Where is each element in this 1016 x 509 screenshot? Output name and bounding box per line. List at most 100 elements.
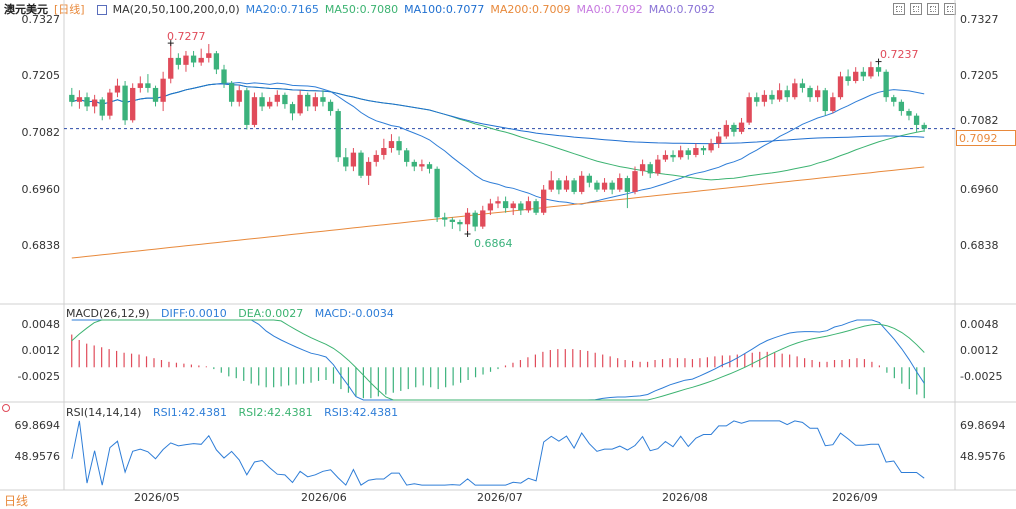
candle-body (510, 203, 516, 209)
rsi-label[interactable]: RSI(14,14,14) (66, 406, 142, 419)
candle-body (906, 111, 912, 116)
candle-body (845, 76, 851, 82)
candle-body (495, 201, 501, 204)
date-label-5: 2026/09 (832, 491, 878, 504)
candle-body (609, 182, 615, 190)
candle-body (350, 152, 357, 167)
ma50-line (71, 83, 925, 181)
ma0-value-a: MA0:0.7092 (576, 3, 643, 16)
candle-body (464, 212, 471, 225)
candle-body (647, 164, 653, 174)
ma0-value-b: MA0:0.7092 (648, 3, 715, 16)
candle-body (472, 212, 478, 227)
candle-body (784, 90, 790, 98)
macd-axis-left-2: 0.0012 (21, 344, 61, 357)
candle-body (799, 83, 806, 88)
candle-body (693, 148, 699, 155)
chart-header: 澳元美元 [日线] MA(20,50,100,200,0,0) MA20:0.7… (4, 2, 721, 18)
candle-body (548, 180, 554, 190)
candle-body (297, 94, 303, 114)
candle-body (480, 210, 486, 227)
candle-body (175, 57, 182, 65)
candle-body (411, 161, 417, 167)
ma20-line (71, 81, 925, 205)
price-axis-left-5: 0.6838 (21, 239, 61, 252)
candle-body (91, 99, 98, 107)
macd-diff-line (71, 319, 925, 401)
candle-body (769, 94, 775, 100)
candle-body (449, 219, 455, 222)
candle-body (168, 57, 174, 79)
rsi-header: RSI(14,14,14) RSI1:42.4381 RSI2:42.4381 … (66, 406, 406, 419)
candle-body (487, 203, 494, 211)
macd-dea: DEA:0.0027 (238, 307, 304, 320)
candle-body (152, 87, 159, 102)
candle-body (274, 94, 280, 102)
candle-body (312, 97, 319, 107)
ma100-value: MA100:0.7077 (404, 3, 485, 16)
candle-body (388, 141, 395, 149)
candle-body (571, 180, 577, 192)
candle-body (502, 201, 509, 209)
period-footer-tab[interactable]: 日线 (4, 494, 29, 508)
current-price-tag: 0.7092 (956, 130, 1016, 146)
macd-axis-left-3: -0.0025 (17, 370, 60, 383)
candle-body (190, 55, 197, 63)
candle-body (898, 101, 905, 112)
settings-gear-icon[interactable] (2, 404, 10, 412)
candle-body (221, 69, 227, 84)
candle-body (875, 67, 882, 72)
candle-body (236, 90, 242, 102)
date-label-4: 2026/08 (662, 491, 708, 504)
ma-params[interactable]: MA(20,50,100,200,0,0) (112, 3, 240, 16)
rsi3-value: RSI3:42.4381 (324, 406, 399, 419)
candle-body (244, 90, 250, 125)
candle-body (259, 97, 265, 107)
zoom-icon[interactable] (910, 3, 922, 15)
candle-body (853, 71, 859, 82)
candle-body (913, 115, 920, 125)
candle-body (160, 78, 166, 102)
candle-body (891, 97, 897, 102)
crosshair-icon[interactable] (893, 3, 905, 15)
candle-body (518, 203, 524, 211)
low-annotation-1: 0.6864 (474, 237, 513, 250)
candle-body (754, 97, 760, 102)
candle-body (723, 124, 729, 137)
date-label-2: 2026/06 (301, 491, 347, 504)
date-label-3: 2026/07 (477, 491, 523, 504)
candle-body (343, 157, 349, 167)
macd-header: MACD(26,12,9) DIFF:0.0010 DEA:0.0027 MAC… (66, 307, 402, 320)
period-label[interactable]: [日线] (54, 3, 85, 16)
candle-body (426, 164, 433, 169)
candle-body (860, 71, 866, 77)
close-panel-icon[interactable] (944, 3, 956, 15)
price-axis-right-2: 0.7205 (960, 69, 999, 82)
candle-body (122, 85, 128, 121)
candle-body (883, 71, 889, 98)
candle-body (563, 180, 570, 190)
candle-body (107, 92, 113, 116)
candle-body (822, 90, 828, 112)
macd-label[interactable]: MACD(26,12,9) (66, 307, 150, 320)
candle-body (305, 94, 311, 107)
candle-body (700, 148, 707, 151)
candle-body (617, 178, 623, 190)
candle-body (114, 85, 121, 93)
price-axis-left-4: 0.6960 (21, 183, 61, 196)
candle-body (213, 53, 220, 70)
ma200-line (71, 166, 925, 259)
rsi-axis-right-1: 69.8694 (960, 419, 1006, 432)
candle-body (716, 136, 722, 144)
macd-axis-right-3: -0.0025 (960, 370, 1003, 383)
layout-icon[interactable] (927, 3, 939, 15)
candle-body (457, 221, 463, 225)
ma-toggle-icon[interactable] (96, 5, 107, 15)
price-axis-left-1: 0.7327 (21, 13, 61, 26)
candle-body (624, 178, 631, 192)
rsi-axis-left-2: 48.9576 (14, 450, 61, 463)
candle-body (358, 152, 364, 176)
candle-body (662, 154, 669, 160)
macd-axis-right-1: 0.0048 (960, 318, 999, 331)
